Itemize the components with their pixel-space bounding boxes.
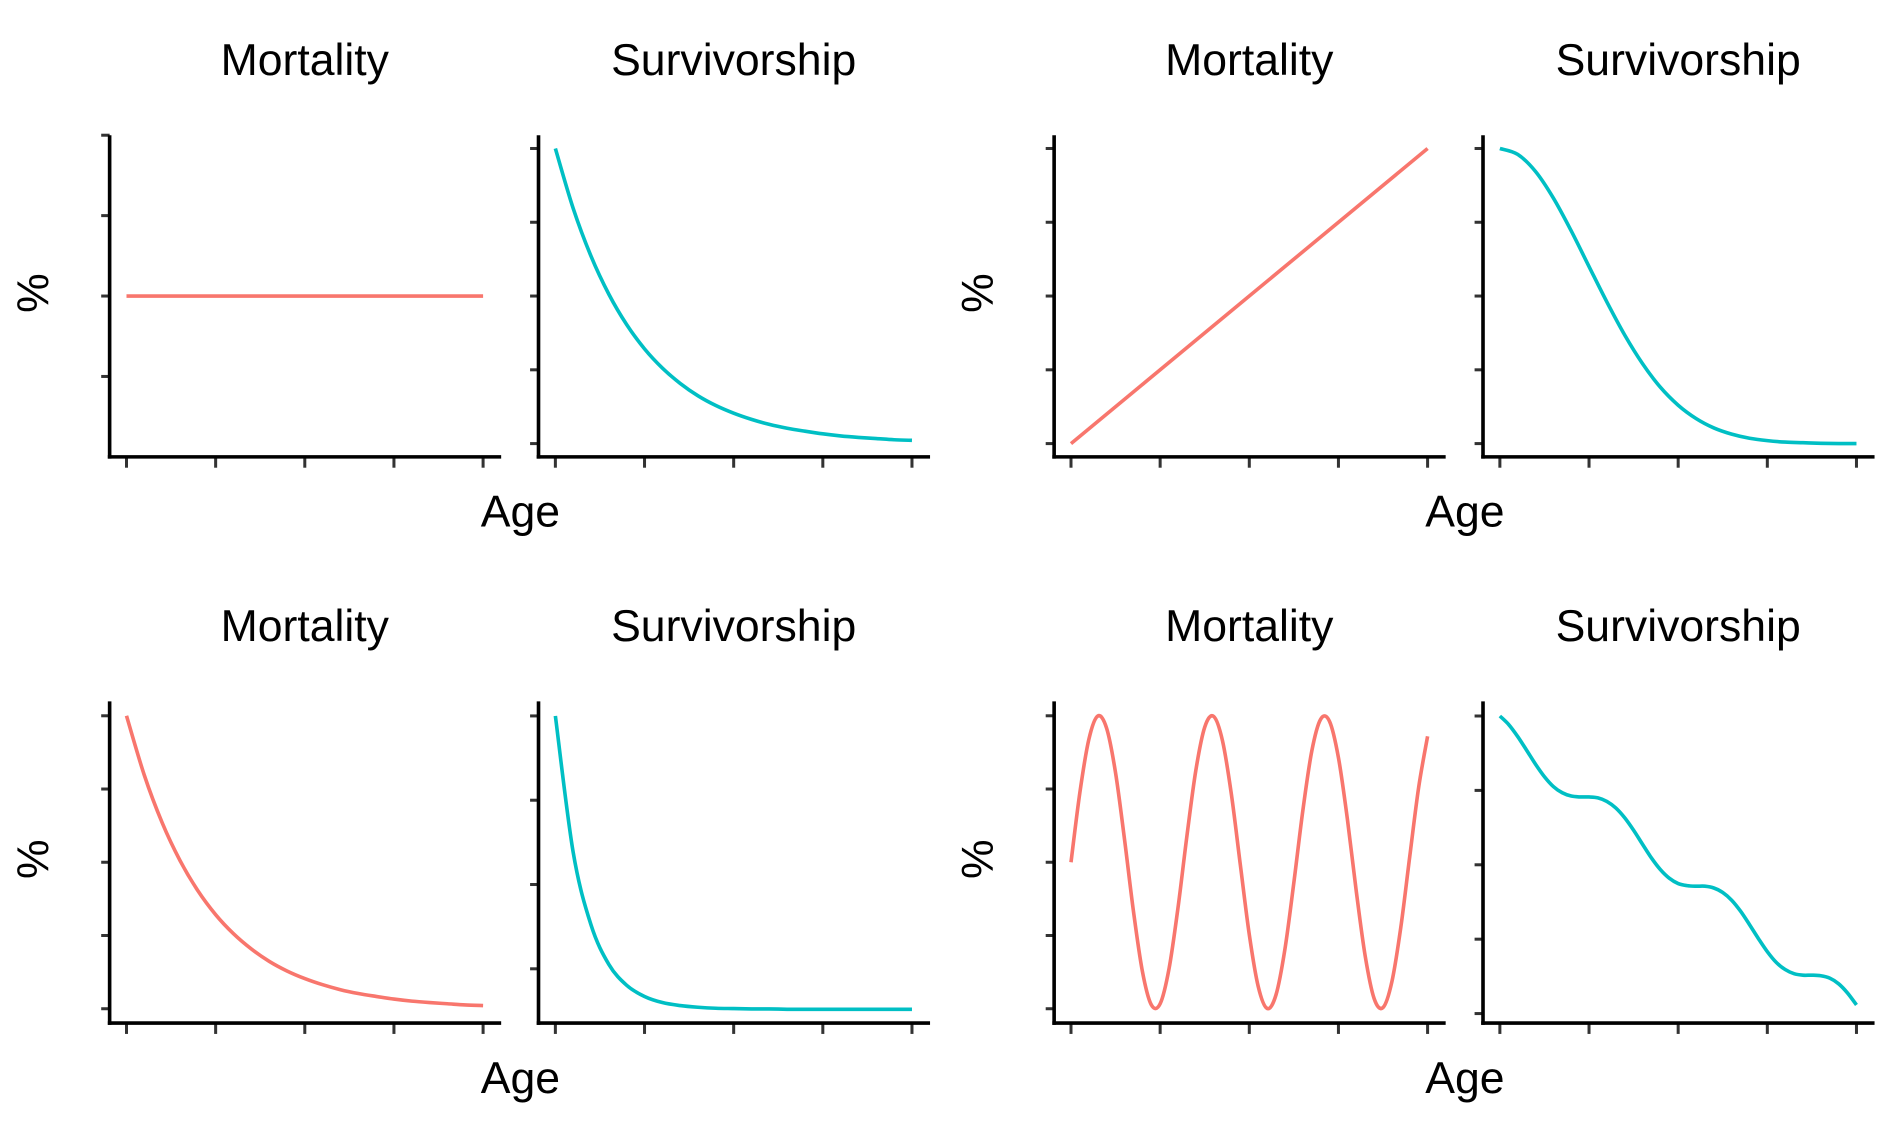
panel-title: Mortality — [1165, 36, 1334, 85]
x-axis-label: Age — [481, 1054, 560, 1103]
panel-title: Survivorship — [611, 602, 856, 651]
x-axis-label: Age — [1425, 1054, 1504, 1103]
panel-title: Survivorship — [1556, 602, 1801, 651]
y-axis-label: % — [954, 839, 1003, 879]
panel-title: Mortality — [221, 36, 390, 85]
panel-top-right-survivorship: Survivorship — [1474, 36, 1875, 468]
mortality-line — [1069, 147, 1429, 445]
panel-bottom-left-mortality: Mortality — [101, 602, 502, 1034]
panel-title: Survivorship — [1556, 36, 1801, 85]
y-axis-label: % — [954, 273, 1003, 313]
mortality-line — [124, 715, 484, 1008]
panel-bottom-right-survivorship: Survivorship — [1474, 602, 1875, 1034]
mortality-line — [1069, 713, 1430, 1011]
panel-bottom-right-mortality: Mortality — [1045, 602, 1446, 1034]
panel-top-left-mortality: Mortality — [101, 36, 502, 468]
survivorship-line — [553, 715, 912, 1012]
y-axis-label: % — [9, 839, 58, 879]
x-axis-label: Age — [481, 488, 560, 537]
panel-title: Mortality — [1165, 602, 1334, 651]
panel-title: Survivorship — [611, 36, 856, 85]
panel-title: Mortality — [221, 602, 390, 651]
y-axis-label: % — [9, 273, 58, 313]
panel-top-right-mortality: Mortality — [1045, 36, 1446, 468]
panel-top-left-survivorship: Survivorship — [530, 36, 931, 468]
panel-bottom-left-survivorship: Survivorship — [530, 602, 931, 1034]
survivorship-line — [553, 147, 913, 443]
survivorship-line — [1499, 146, 1857, 446]
x-axis-label: Age — [1425, 488, 1504, 537]
survivorship-line — [1498, 714, 1858, 1007]
